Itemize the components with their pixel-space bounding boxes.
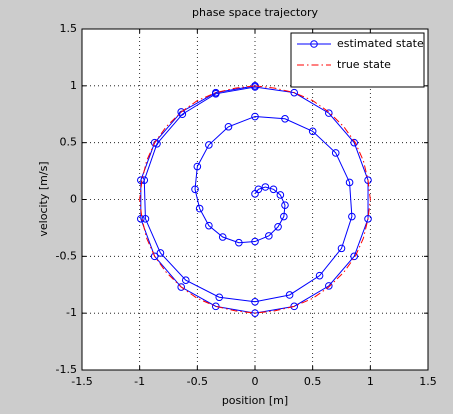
chart-title: phase space trajectory (192, 6, 318, 19)
data-point (337, 244, 346, 253)
y-tick-label: -1.5 (56, 363, 77, 376)
data-point (191, 185, 199, 194)
data-point (308, 127, 317, 136)
x-tick-label: 1.5 (419, 375, 437, 388)
data-point (235, 238, 243, 247)
data-point (265, 232, 273, 240)
data-point (193, 162, 202, 171)
x-tick-label: 0 (252, 375, 259, 388)
data-point (218, 233, 227, 241)
data-point (137, 176, 145, 184)
data-point (224, 122, 233, 131)
x-tick-label: 0.5 (304, 375, 322, 388)
y-tick-label: 0 (70, 193, 77, 206)
y-tick-label: 1 (70, 79, 77, 92)
data-point (211, 302, 220, 311)
data-point (325, 282, 333, 290)
legend-label: estimated state (337, 37, 424, 50)
x-tick-label: -1 (134, 375, 145, 388)
series-line (139, 85, 371, 314)
data-point (281, 201, 289, 209)
data-point (285, 291, 294, 299)
data-point (290, 302, 299, 311)
legend-label: true state (337, 58, 391, 71)
y-tick-label: 1.5 (60, 22, 78, 35)
legend-marker (310, 40, 318, 48)
x-tick-label: 1 (367, 375, 374, 388)
data-point (251, 237, 259, 246)
data-point (150, 138, 159, 147)
data-point (290, 88, 299, 97)
data-point (195, 204, 204, 213)
data-point (156, 249, 165, 257)
data-point (140, 176, 149, 184)
data-point (331, 149, 340, 157)
data-point (345, 178, 354, 187)
data-point (274, 222, 282, 231)
data-point (281, 114, 289, 123)
data-point (150, 252, 159, 261)
data-point (251, 298, 259, 306)
data-point (364, 215, 372, 223)
x-tick-label: -0.5 (187, 375, 208, 388)
data-point (177, 283, 185, 291)
y-tick-label: -1 (66, 306, 77, 319)
y-tick-label: 0.5 (60, 136, 78, 149)
data-point (215, 293, 224, 302)
data-point (350, 252, 358, 261)
data-point (350, 138, 358, 147)
data-point (205, 221, 213, 230)
axes-frame (81, 28, 429, 371)
data-point (205, 141, 213, 149)
data-point (276, 191, 285, 199)
y-axis-label: velocity [m/s] (37, 161, 50, 236)
data-point (315, 271, 324, 280)
data-point (182, 276, 190, 285)
data-point (325, 109, 333, 117)
data-point (251, 112, 259, 121)
data-point (280, 212, 288, 221)
data-point (261, 183, 270, 191)
y-tick-label: -0.5 (56, 249, 77, 262)
data-point (269, 185, 278, 194)
data-point (141, 215, 150, 223)
data-point (137, 215, 145, 223)
legend-box (290, 32, 425, 88)
data-point (177, 108, 185, 116)
x-tick-label: -1.5 (71, 375, 92, 388)
data-point (348, 212, 356, 221)
data-point (254, 185, 263, 194)
data-point (211, 88, 220, 97)
x-axis-label: position [m] (222, 394, 288, 407)
